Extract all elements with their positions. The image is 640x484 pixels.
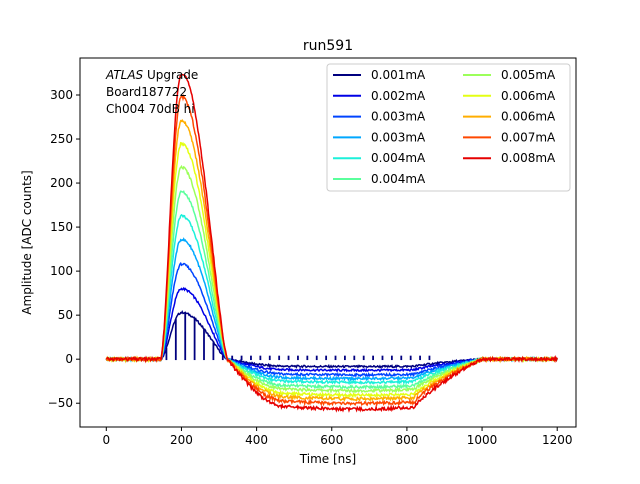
x-axis: 0 200 400 600 800 1000 1200 — [102, 427, 572, 447]
annotation-line: ATLAS Upgrade — [105, 68, 198, 82]
y-tick-label: 0 — [65, 352, 73, 366]
y-tick-label: 200 — [50, 176, 73, 190]
y-tick-label: 50 — [58, 308, 73, 322]
y-tick-label: 250 — [50, 132, 73, 146]
legend-label: 0.004mA — [371, 172, 426, 186]
legend: 0.001mA 0.002mA 0.003mA 0.003mA 0.004mA 0.004… — [326, 63, 571, 192]
x-tick-label: 600 — [320, 433, 343, 447]
series-line — [106, 73, 558, 413]
annotation-line: Ch004 70dB hi — [106, 102, 195, 116]
x-tick-label: 800 — [395, 433, 418, 447]
chart-title: run591 — [303, 38, 353, 54]
legend-label: 0.004mA — [371, 151, 426, 165]
legend-box — [326, 63, 571, 192]
y-tick-label: −50 — [48, 396, 73, 410]
legend-label: 0.006mA — [501, 89, 556, 103]
y-tick-label: 150 — [50, 220, 73, 234]
legend-label: 0.003mA — [371, 130, 426, 144]
x-tick-label: 1000 — [467, 433, 498, 447]
plot-frame — [79, 57, 577, 428]
legend-label: 0.003mA — [371, 110, 426, 124]
x-tick-label: 1200 — [542, 433, 573, 447]
legend-label: 0.005mA — [501, 68, 556, 82]
x-axis-label: Time [ns] — [299, 452, 356, 466]
y-tick-label: 100 — [50, 264, 73, 278]
x-tick-label: 400 — [245, 433, 268, 447]
x-tick-label: 0 — [102, 433, 110, 447]
y-tick-label: 300 — [50, 88, 73, 102]
y-axis: −50 0 50 100 150 200 250 300 — [48, 88, 80, 410]
annotation-block: ATLAS Upgrade Board187722 Ch004 70dB hi — [105, 68, 198, 116]
series-layer — [105, 73, 558, 413]
legend-label: 0.007mA — [501, 130, 556, 144]
x-tick-label: 200 — [170, 433, 193, 447]
legend-label: 0.008mA — [501, 151, 556, 165]
y-axis-label: Amplitude [ADC counts] — [20, 170, 34, 314]
annotation-line: Board187722 — [106, 85, 187, 99]
legend-label: 0.001mA — [371, 68, 426, 82]
legend-label: 0.006mA — [501, 110, 556, 124]
legend-label: 0.002mA — [371, 89, 426, 103]
